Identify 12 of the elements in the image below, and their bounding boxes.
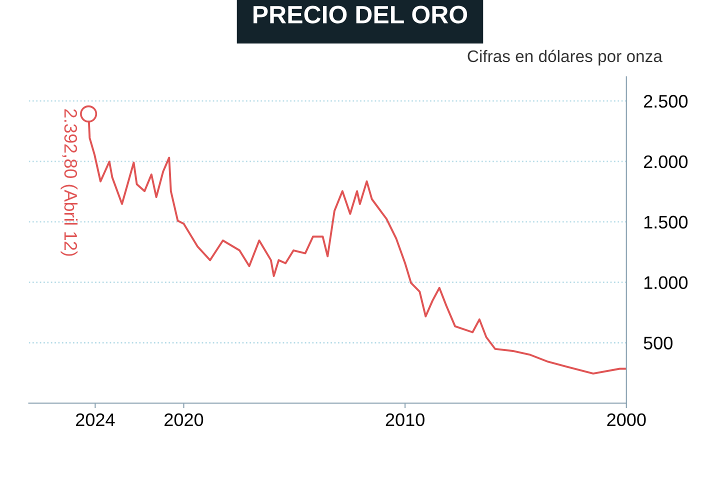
y-tick-label: 1.000: [644, 276, 688, 290]
x-tick-label: 2010: [386, 413, 424, 426]
x-tick-label: 2024: [76, 413, 115, 426]
annotation: 2.392,80 (Abril 12): [60, 109, 78, 256]
chart-title: PRECIO DEL ORO: [254, 6, 468, 24]
y-tick-label: 1.500: [644, 216, 688, 229]
x-tick-label: 2020: [164, 413, 204, 426]
y-tick-label: 2.000: [644, 155, 688, 168]
y-tick-label: 500: [644, 336, 672, 350]
x-tick-label: 2000: [607, 413, 646, 426]
y-tick-label: 2.500: [644, 94, 688, 108]
chart-subtitle: Cifras en dólares por onza: [468, 50, 662, 66]
